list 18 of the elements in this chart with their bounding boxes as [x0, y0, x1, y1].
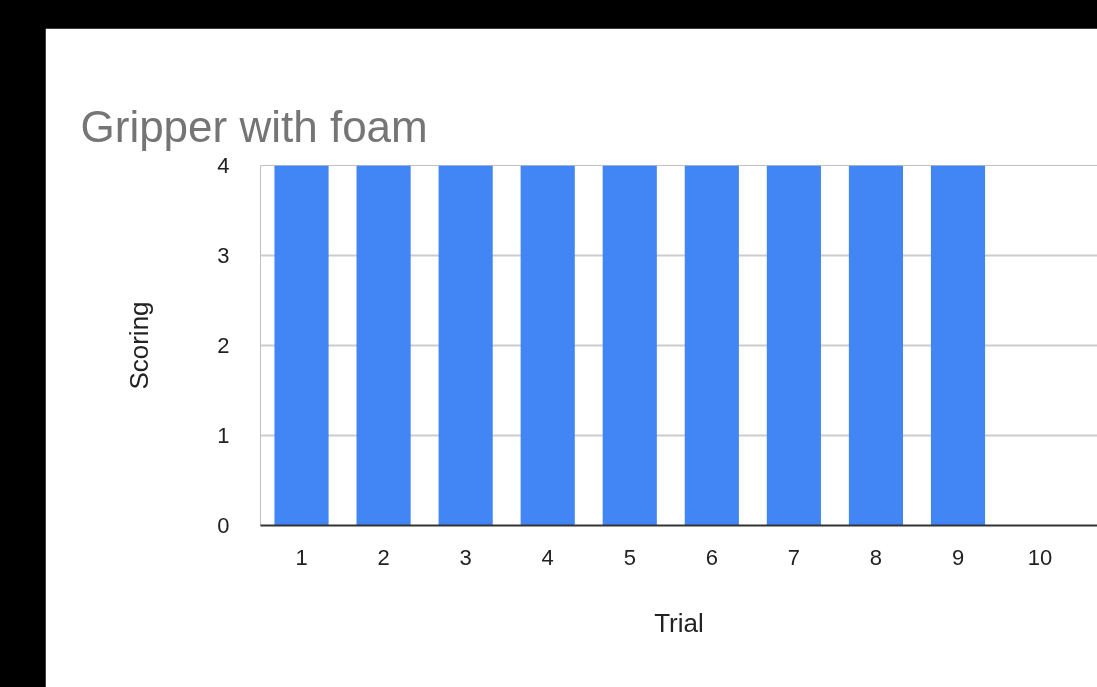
x-tick-label: 4 [541, 544, 554, 570]
y-tick-label: 4 [217, 153, 230, 178]
x-tick-label: 5 [623, 544, 636, 570]
y-tick-label: 1 [217, 423, 230, 448]
x-axis-title: Trial [654, 607, 704, 638]
y-tick-label: 2 [217, 333, 230, 358]
x-tick-label: 9 [951, 544, 965, 570]
x-tick-label: 3 [459, 544, 472, 570]
y-tick-label: 0 [217, 513, 230, 538]
y-tick-label: 3 [217, 243, 230, 268]
x-tick-label: 8 [869, 544, 883, 570]
x-tick-label: 10 [1027, 544, 1053, 570]
y-axis-title: Scoring [124, 301, 155, 390]
x-tick-label: 6 [705, 544, 718, 570]
x-tick-label: 7 [787, 544, 801, 570]
chart-title: Gripper with foam [80, 101, 428, 151]
x-tick-label: 2 [377, 544, 390, 570]
x-tick-label: 1 [295, 544, 308, 570]
